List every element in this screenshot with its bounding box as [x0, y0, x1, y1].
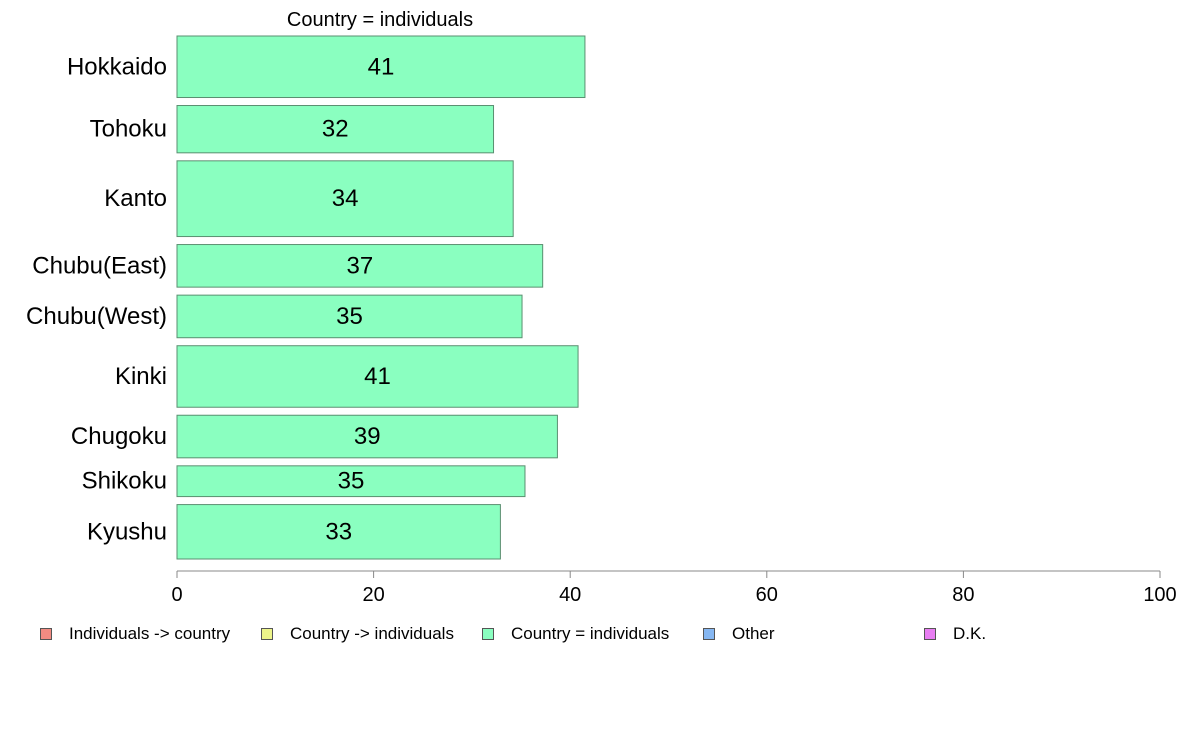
legend-swatch [261, 628, 273, 640]
bar-value-label: 39 [354, 423, 381, 450]
legend: Individuals -> country Country -> indivi… [40, 624, 1180, 646]
legend-item-dk: D.K. [924, 624, 986, 644]
bar-value-label: 41 [364, 363, 391, 390]
bar-shikoku [176, 465, 526, 498]
bar-kinki [176, 345, 579, 408]
bar-value-label: 35 [338, 468, 365, 495]
bar-chubu-west [176, 294, 523, 339]
bar-value-label: 35 [336, 303, 363, 330]
bar-chubu-east [176, 244, 544, 288]
bar-value-label: 37 [346, 252, 373, 279]
legend-label: Country -> individuals [290, 624, 454, 643]
category-label: Chubu(East) [32, 252, 167, 279]
legend-label: Other [732, 624, 775, 643]
category-label: Kanto [104, 185, 167, 212]
legend-item-individuals-country: Individuals -> country [40, 624, 230, 644]
category-label: Chubu(West) [26, 303, 167, 330]
category-label: Kinki [115, 363, 167, 390]
bar-kyushu [176, 504, 501, 560]
category-label: Hokkaido [67, 53, 167, 80]
bar-kanto [176, 160, 514, 238]
category-label: Chugoku [71, 423, 167, 450]
category-label: Tohoku [90, 116, 167, 143]
legend-item-country-individuals: Country -> individuals [261, 624, 454, 644]
x-tick-label: 20 [362, 584, 384, 606]
legend-swatch [482, 628, 494, 640]
legend-swatch [40, 628, 52, 640]
legend-label: Country = individuals [511, 624, 670, 643]
x-tick-label: 80 [952, 584, 974, 606]
legend-swatch [703, 628, 715, 640]
x-tick-label: 100 [1143, 584, 1176, 606]
bar-chugoku [176, 414, 558, 459]
legend-item-country-equals-individuals: Country = individuals [482, 624, 669, 644]
legend-item-other: Other [703, 624, 775, 644]
category-label: Shikoku [82, 468, 167, 495]
bar-value-label: 41 [368, 53, 395, 80]
chart-title: Country = individuals [287, 9, 473, 31]
legend-label: D.K. [953, 624, 987, 643]
x-axis: 0 20 40 60 80 100 [171, 570, 1177, 606]
bar-tohoku [176, 105, 495, 154]
legend-swatch [924, 628, 936, 640]
x-tick-label: 0 [171, 584, 182, 606]
bar-value-label: 32 [322, 116, 349, 143]
bar-value-label: 34 [332, 185, 359, 212]
legend-label: Individuals -> country [69, 624, 231, 643]
category-label: Kyushu [87, 518, 167, 545]
x-tick-label: 40 [559, 584, 581, 606]
bar-hokkaido [176, 35, 586, 99]
x-tick-label: 60 [756, 584, 778, 606]
bar-value-label: 33 [325, 518, 352, 545]
bars-group: 41 Hokkaido 32 Tohoku 34 Kanto 37 Chubu(East) 35… [26, 35, 586, 560]
